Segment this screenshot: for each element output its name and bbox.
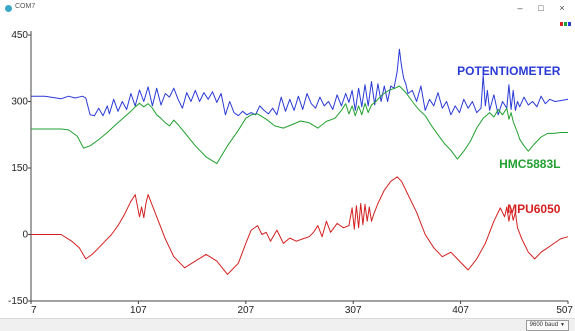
serial-plot-chart: -150 0 150 300 450 7 107 207 307 407 507 POTENTIOM… (8, 22, 573, 316)
series-line-mpu6050 (31, 176, 569, 275)
baud-rate-select[interactable]: 9600 baud ▼ (525, 320, 569, 331)
series-color-swatch (568, 22, 571, 26)
baud-rate-value: 9600 baud (529, 322, 559, 328)
x-tick-label: 307 (345, 305, 362, 316)
x-tick-label: 107 (130, 305, 147, 316)
y-tick-label: -150 (8, 296, 28, 307)
x-tick-label: 507 (556, 305, 573, 316)
series-line-potentiometer (31, 48, 569, 117)
series-layer (31, 48, 569, 275)
series-colors-icon (560, 22, 571, 26)
status-bar: 9600 baud ▼ (0, 318, 575, 331)
y-tick-label: 450 (11, 30, 28, 41)
x-tick-label: 407 (452, 305, 469, 316)
y-tick-label: 150 (11, 163, 28, 174)
series-color-swatch (560, 22, 563, 26)
x-tick-label: 7 (31, 305, 37, 316)
axes: -150 0 150 300 450 7 107 207 307 407 507 (8, 30, 573, 316)
series-line-hmc5883l (31, 85, 568, 165)
minimize-button[interactable]: – (517, 3, 523, 13)
maximize-button[interactable]: □ (538, 3, 544, 13)
close-button[interactable]: × (559, 3, 565, 13)
series-label: HMC5883L (499, 157, 560, 171)
chevron-down-icon: ▼ (560, 322, 565, 328)
series-label: MPU6050 (507, 202, 561, 216)
y-tick-label: 0 (22, 230, 28, 241)
series-labels: POTENTIOMETER HMC5883L MPU6050 (457, 64, 561, 216)
y-tick-label: 300 (11, 97, 28, 108)
series-color-swatch (564, 22, 567, 26)
plot-area: -150 0 150 300 450 7 107 207 307 407 507 POTENTIOM… (0, 18, 575, 318)
x-tick-label: 207 (237, 305, 254, 316)
series-label: POTENTIOMETER (457, 64, 561, 78)
serial-plotter-icon (5, 5, 12, 12)
window-title: COM7 (15, 3, 36, 10)
window-titlebar: COM7 – □ × (0, 0, 575, 18)
